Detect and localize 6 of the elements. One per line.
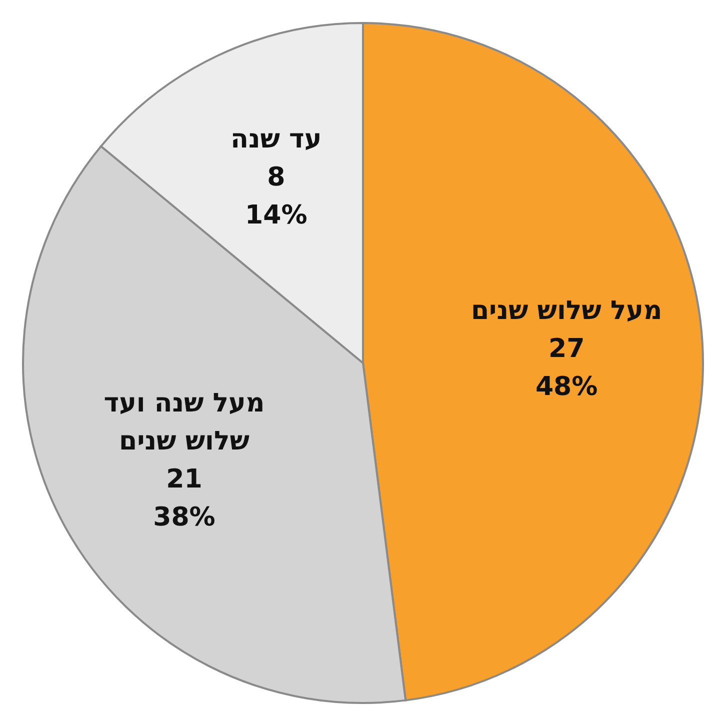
data-label: 8 14% [245,162,308,231]
slice-label: מעל שלוש שנים [470,296,662,326]
slice-label: עד שנה [230,124,322,155]
data-label: 21 38% [153,464,216,532]
slice-label: מעל שנה ועד שלוש שנים [104,388,265,456]
data-label: 27 48% [535,334,598,402]
